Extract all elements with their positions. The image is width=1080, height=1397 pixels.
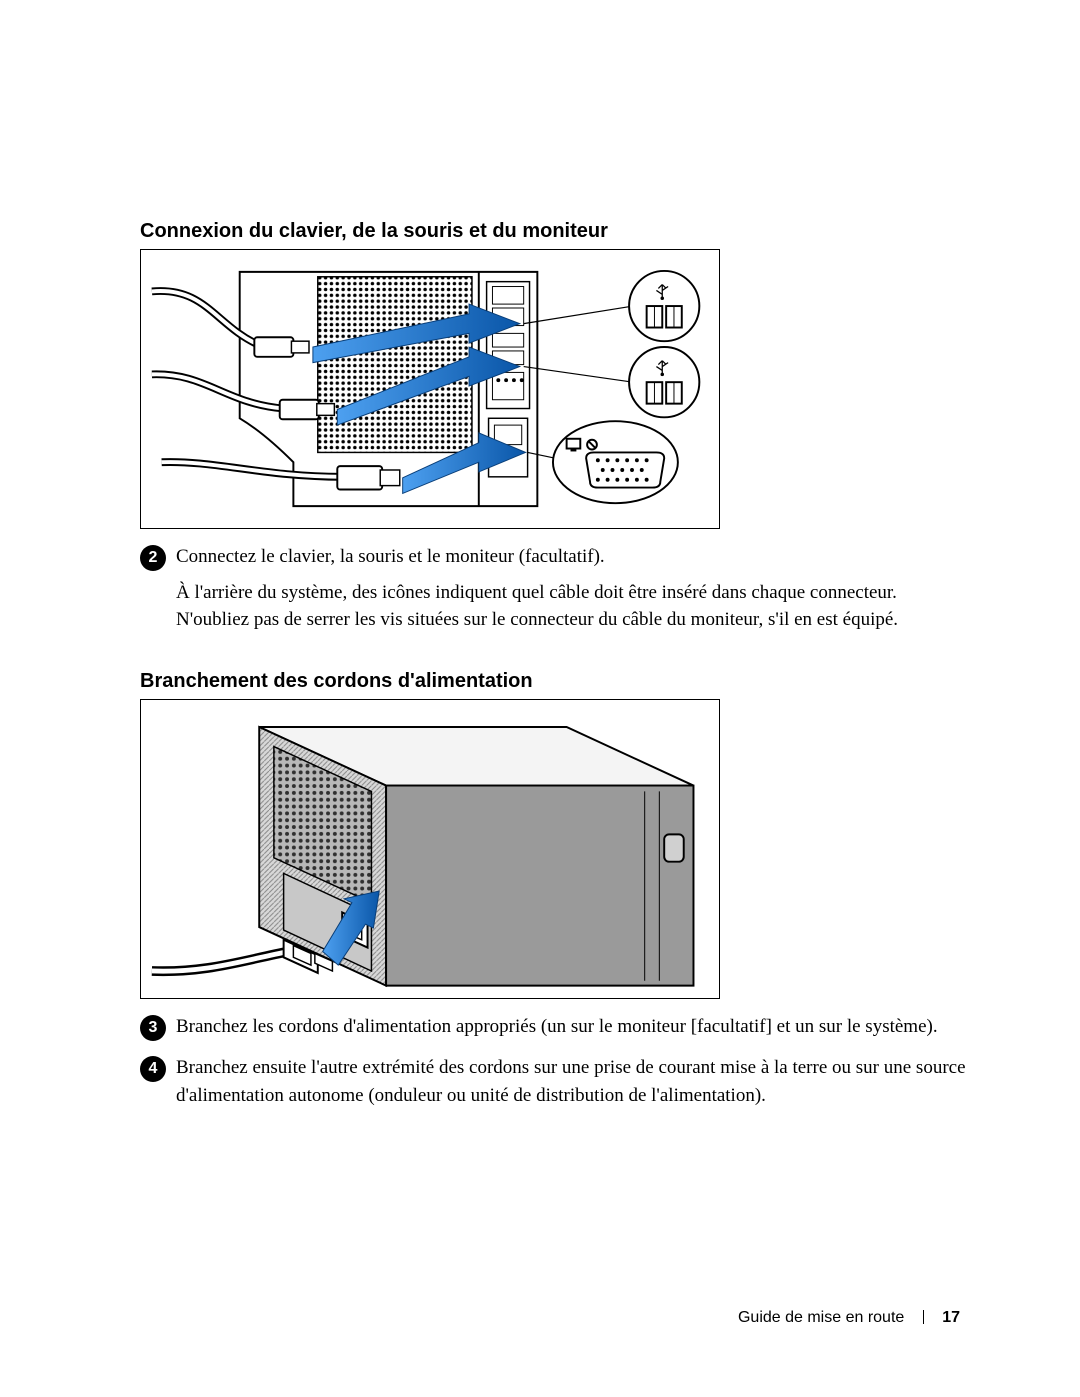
step-2-text: Connectez le clavier, la souris et le mo… [176, 543, 970, 642]
figure-keyboard-mouse-monitor [140, 249, 720, 529]
illustration-power [147, 706, 713, 992]
step-4-p1: Branchez ensuite l'autre extrémité des c… [176, 1054, 970, 1109]
page-footer: Guide de mise en route 17 [738, 1309, 960, 1327]
step-2-p2: À l'arrière du système, des icônes indiq… [176, 579, 970, 634]
step-number-3: 3 [140, 1015, 166, 1041]
document-page: Connexion du clavier, de la souris et du… [0, 0, 1080, 1397]
step-2: 2 Connectez le clavier, la souris et le … [140, 543, 970, 642]
step-3-p1: Branchez les cordons d'alimentation appr… [176, 1013, 938, 1041]
section2-heading: Branchement des cordons d'alimentation [140, 670, 970, 693]
figure-power-cords [140, 699, 720, 999]
step-3: 3 Branchez les cordons d'alimentation ap… [140, 1013, 970, 1049]
section1-heading: Connexion du clavier, de la souris et du… [140, 220, 970, 243]
step-2-p1: Connectez le clavier, la souris et le mo… [176, 543, 970, 571]
footer-page-number: 17 [942, 1309, 960, 1326]
step-number-4: 4 [140, 1056, 166, 1082]
illustration-connections [147, 256, 713, 522]
footer-separator [923, 1310, 924, 1324]
step-3-text: Branchez les cordons d'alimentation appr… [176, 1013, 938, 1049]
step-number-2: 2 [140, 545, 166, 571]
step-4-text: Branchez ensuite l'autre extrémité des c… [176, 1054, 970, 1117]
step-4: 4 Branchez ensuite l'autre extrémité des… [140, 1054, 970, 1117]
footer-title: Guide de mise en route [738, 1309, 904, 1326]
